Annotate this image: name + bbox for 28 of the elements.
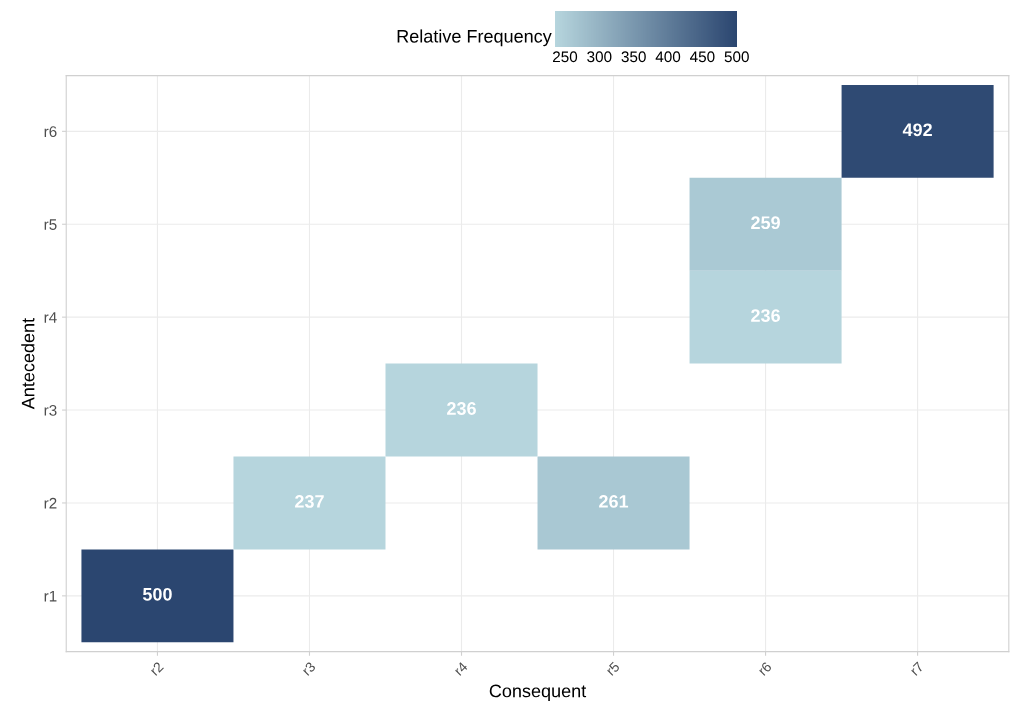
color-bar-label: 450 xyxy=(689,51,715,63)
x-tick-label: r7 xyxy=(909,661,925,676)
color-bar-label: 500 xyxy=(724,51,749,63)
color-bar-label: 400 xyxy=(655,51,681,63)
y-tick-label: r6 xyxy=(44,126,57,138)
x-axis-title: Consequent xyxy=(489,684,587,701)
x-tick-label: r6 xyxy=(757,661,773,676)
y-axis-title: Antecedent xyxy=(21,318,35,410)
y-tick-label: r2 xyxy=(44,497,57,509)
x-tick-label: r5 xyxy=(605,661,621,676)
x-tick-label: r2 xyxy=(149,661,164,676)
color-bar-title: Relative Frequency xyxy=(397,29,552,47)
y-tick-label: r5 xyxy=(44,219,57,230)
data-label: 261 xyxy=(599,495,629,508)
x-tick-label: r3 xyxy=(301,661,317,676)
color-bar-label: 350 xyxy=(621,51,646,63)
y-tick-label: r3 xyxy=(44,404,57,416)
data-label: 492 xyxy=(902,123,932,137)
data-label: 500 xyxy=(142,587,172,601)
x-tick-label: r4 xyxy=(453,661,469,676)
color-bar-label: 300 xyxy=(587,51,612,63)
data-label: 236 xyxy=(447,402,476,415)
color-bar-label: 250 xyxy=(553,51,578,63)
y-tick-label: r1 xyxy=(44,590,57,602)
y-tick-label: r4 xyxy=(44,312,57,323)
data-label: 236 xyxy=(751,309,780,323)
data-label: 237 xyxy=(295,495,324,508)
data-label: 259 xyxy=(751,216,780,230)
